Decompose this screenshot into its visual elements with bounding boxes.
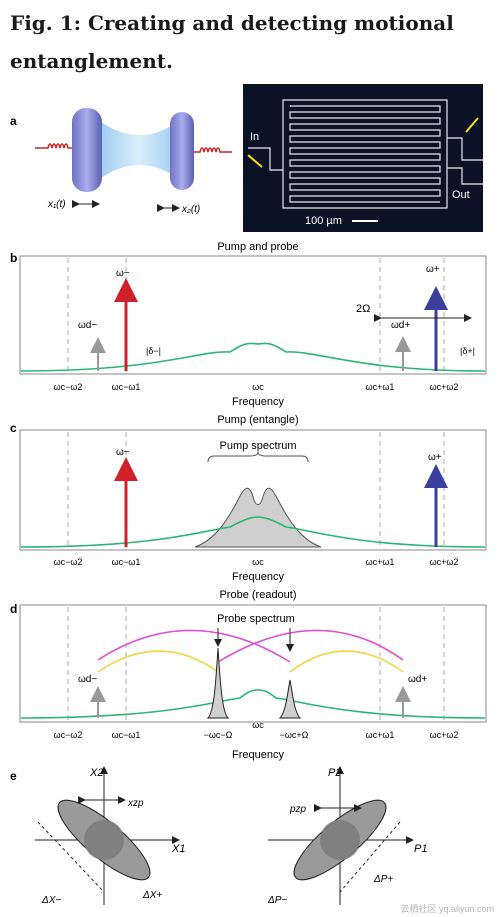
probe-peak-right: [278, 679, 302, 719]
panel-d-title: Probe (readout): [219, 589, 296, 601]
cavity-lorentzian-c: [20, 516, 486, 548]
yellow-arrow-right: [465, 117, 479, 133]
tick-b-1: ωc−ω1: [112, 382, 141, 392]
magenta-curve-right: [217, 629, 404, 663]
omega-dminus-d: ωd−: [78, 674, 97, 685]
left-spring: [35, 143, 72, 149]
probe-spectrum-label: Probe spectrum: [217, 613, 295, 625]
tick-d-1: ωc−ω1: [112, 730, 141, 740]
panel-b: b Pump and probe ω− ω+ ωd− ωd+ |δ−| |δ+|…: [10, 241, 487, 408]
panel-c-xlabel: Frequency: [232, 571, 284, 583]
omega-minus-c: ω−: [116, 447, 130, 458]
x2-axis-label: X2: [89, 767, 103, 779]
panel-d-frame: [19, 604, 487, 723]
omega-plus-c: ω+: [428, 452, 442, 463]
pzp-label: pzp: [289, 804, 307, 815]
out-label: Out: [452, 189, 470, 201]
panel-b-frame: [19, 255, 487, 375]
tick-d-4: −ωc+Ω: [280, 730, 309, 740]
two-omega-label: 2Ω: [356, 303, 370, 315]
omega-dplus-b: ωd+: [391, 320, 410, 331]
probe-peak-left: [206, 647, 230, 719]
delta-plus-label: |δ+|: [460, 346, 475, 356]
dp-plus-label: ΔP+: [373, 874, 393, 885]
left-mirror: [72, 108, 102, 192]
panel-b-xlabel: Frequency: [232, 396, 284, 408]
yellow-arrow-left: [247, 154, 263, 168]
panel-d: d Probe (readout) ωd− ωd+ Probe spectrum: [10, 589, 487, 761]
panel-e-label: e: [10, 769, 17, 783]
dx-minus-label: ΔX−: [41, 895, 61, 906]
panel-c-ticks: ωc−ω2 ωc−ω1 ωc ωc+ω1 ωc+ω2: [54, 557, 459, 567]
cavity-lorentzian-d: [20, 689, 486, 719]
omega-minus-b: ω−: [116, 268, 130, 279]
cavity-illustration: x₁(t) x₂(t): [35, 108, 232, 215]
panel-e: e xzp X2 X1 ΔX− ΔX+: [10, 766, 494, 914]
figure-title-line1: Fig. 1: Creating and detecting motional: [10, 11, 454, 35]
cavity-lorentzian: [20, 342, 486, 372]
delta-minus-label: |δ−|: [146, 346, 161, 356]
tick-b-4: ωc+ω2: [430, 382, 459, 392]
tick-c-1: ωc−ω1: [112, 557, 141, 567]
p2-axis-label: P2: [328, 767, 341, 779]
phase-space-p: pzp P2 P1 ΔP− ΔP+: [267, 766, 427, 906]
yellow-curve-left: [97, 650, 219, 673]
pump-spectrum-brace: [207, 451, 309, 463]
x1-axis-label: X1: [171, 843, 185, 855]
phase-space-x: xzp X2 X1 ΔX− ΔX+: [35, 766, 185, 906]
tick-b-0: ωc−ω2: [54, 382, 83, 392]
right-spring: [194, 147, 232, 153]
panel-c-title: Pump (entangle): [217, 414, 298, 426]
panel-b-ticks: ωc−ω2 ωc−ω1 ωc ωc+ω1 ωc+ω2: [54, 382, 459, 392]
scale-bar-label: 100 µm: [305, 215, 342, 227]
x2-label: x₂(t): [181, 204, 200, 215]
omega-dplus-d: ωd+: [408, 674, 427, 685]
tick-d-2: −ωc−Ω: [204, 730, 233, 740]
panel-d-ticks: ωc−ω2 ωc−ω1 −ωc−Ω ωc −ωc+Ω ωc+ω1 ωc+ω2: [54, 720, 459, 740]
dx-plus-label: ΔX+: [142, 890, 162, 901]
device-micrograph: In Out 100 µm: [243, 84, 483, 232]
panel-a: a x₁(t) x₂(t): [10, 84, 483, 232]
in-label: In: [250, 131, 259, 143]
panel-c: c Pump (entangle) Pump spectrum ω− ω+ ωc…: [10, 414, 487, 583]
tick-d-6: ωc+ω2: [430, 730, 459, 740]
dp-minus-label: ΔP−: [267, 895, 287, 906]
pump-spectrum-label: Pump spectrum: [219, 440, 296, 452]
magenta-curve-left: [97, 629, 291, 663]
tick-d-5: ωc+ω1: [366, 730, 395, 740]
panel-b-label: b: [10, 251, 17, 265]
tick-d-3: ωc: [252, 720, 264, 730]
zero-point-circle-p: [320, 820, 360, 860]
watermark-text: 云栖社区 yq.aliyun.com: [400, 903, 494, 914]
tick-c-2: ωc: [252, 557, 264, 567]
panel-b-title: Pump and probe: [217, 241, 298, 253]
panel-d-xlabel: Frequency: [232, 749, 284, 761]
panel-a-label: a: [10, 114, 17, 128]
right-mirror: [170, 112, 194, 190]
yellow-curve-right: [289, 650, 404, 673]
x1-label: x₁(t): [47, 199, 66, 210]
panel-c-label: c: [10, 421, 17, 435]
omega-plus-b: ω+: [426, 264, 440, 275]
figure-title: Fig. 1: Creating and detecting motional …: [10, 4, 490, 80]
tick-c-3: ωc+ω1: [366, 557, 395, 567]
panel-c-frame: [19, 429, 487, 551]
panel-d-label: d: [10, 602, 17, 616]
figure-title-line2: entanglement.: [10, 49, 173, 73]
tick-b-2: ωc: [252, 382, 264, 392]
tick-d-0: ωc−ω2: [54, 730, 83, 740]
tick-c-4: ωc+ω2: [430, 557, 459, 567]
zero-point-circle-x: [84, 820, 124, 860]
xzp-label: xzp: [127, 798, 144, 809]
p1-axis-label: P1: [414, 843, 427, 855]
tick-b-3: ωc+ω1: [366, 382, 395, 392]
tick-c-0: ωc−ω2: [54, 557, 83, 567]
omega-dminus-b: ωd−: [78, 320, 97, 331]
